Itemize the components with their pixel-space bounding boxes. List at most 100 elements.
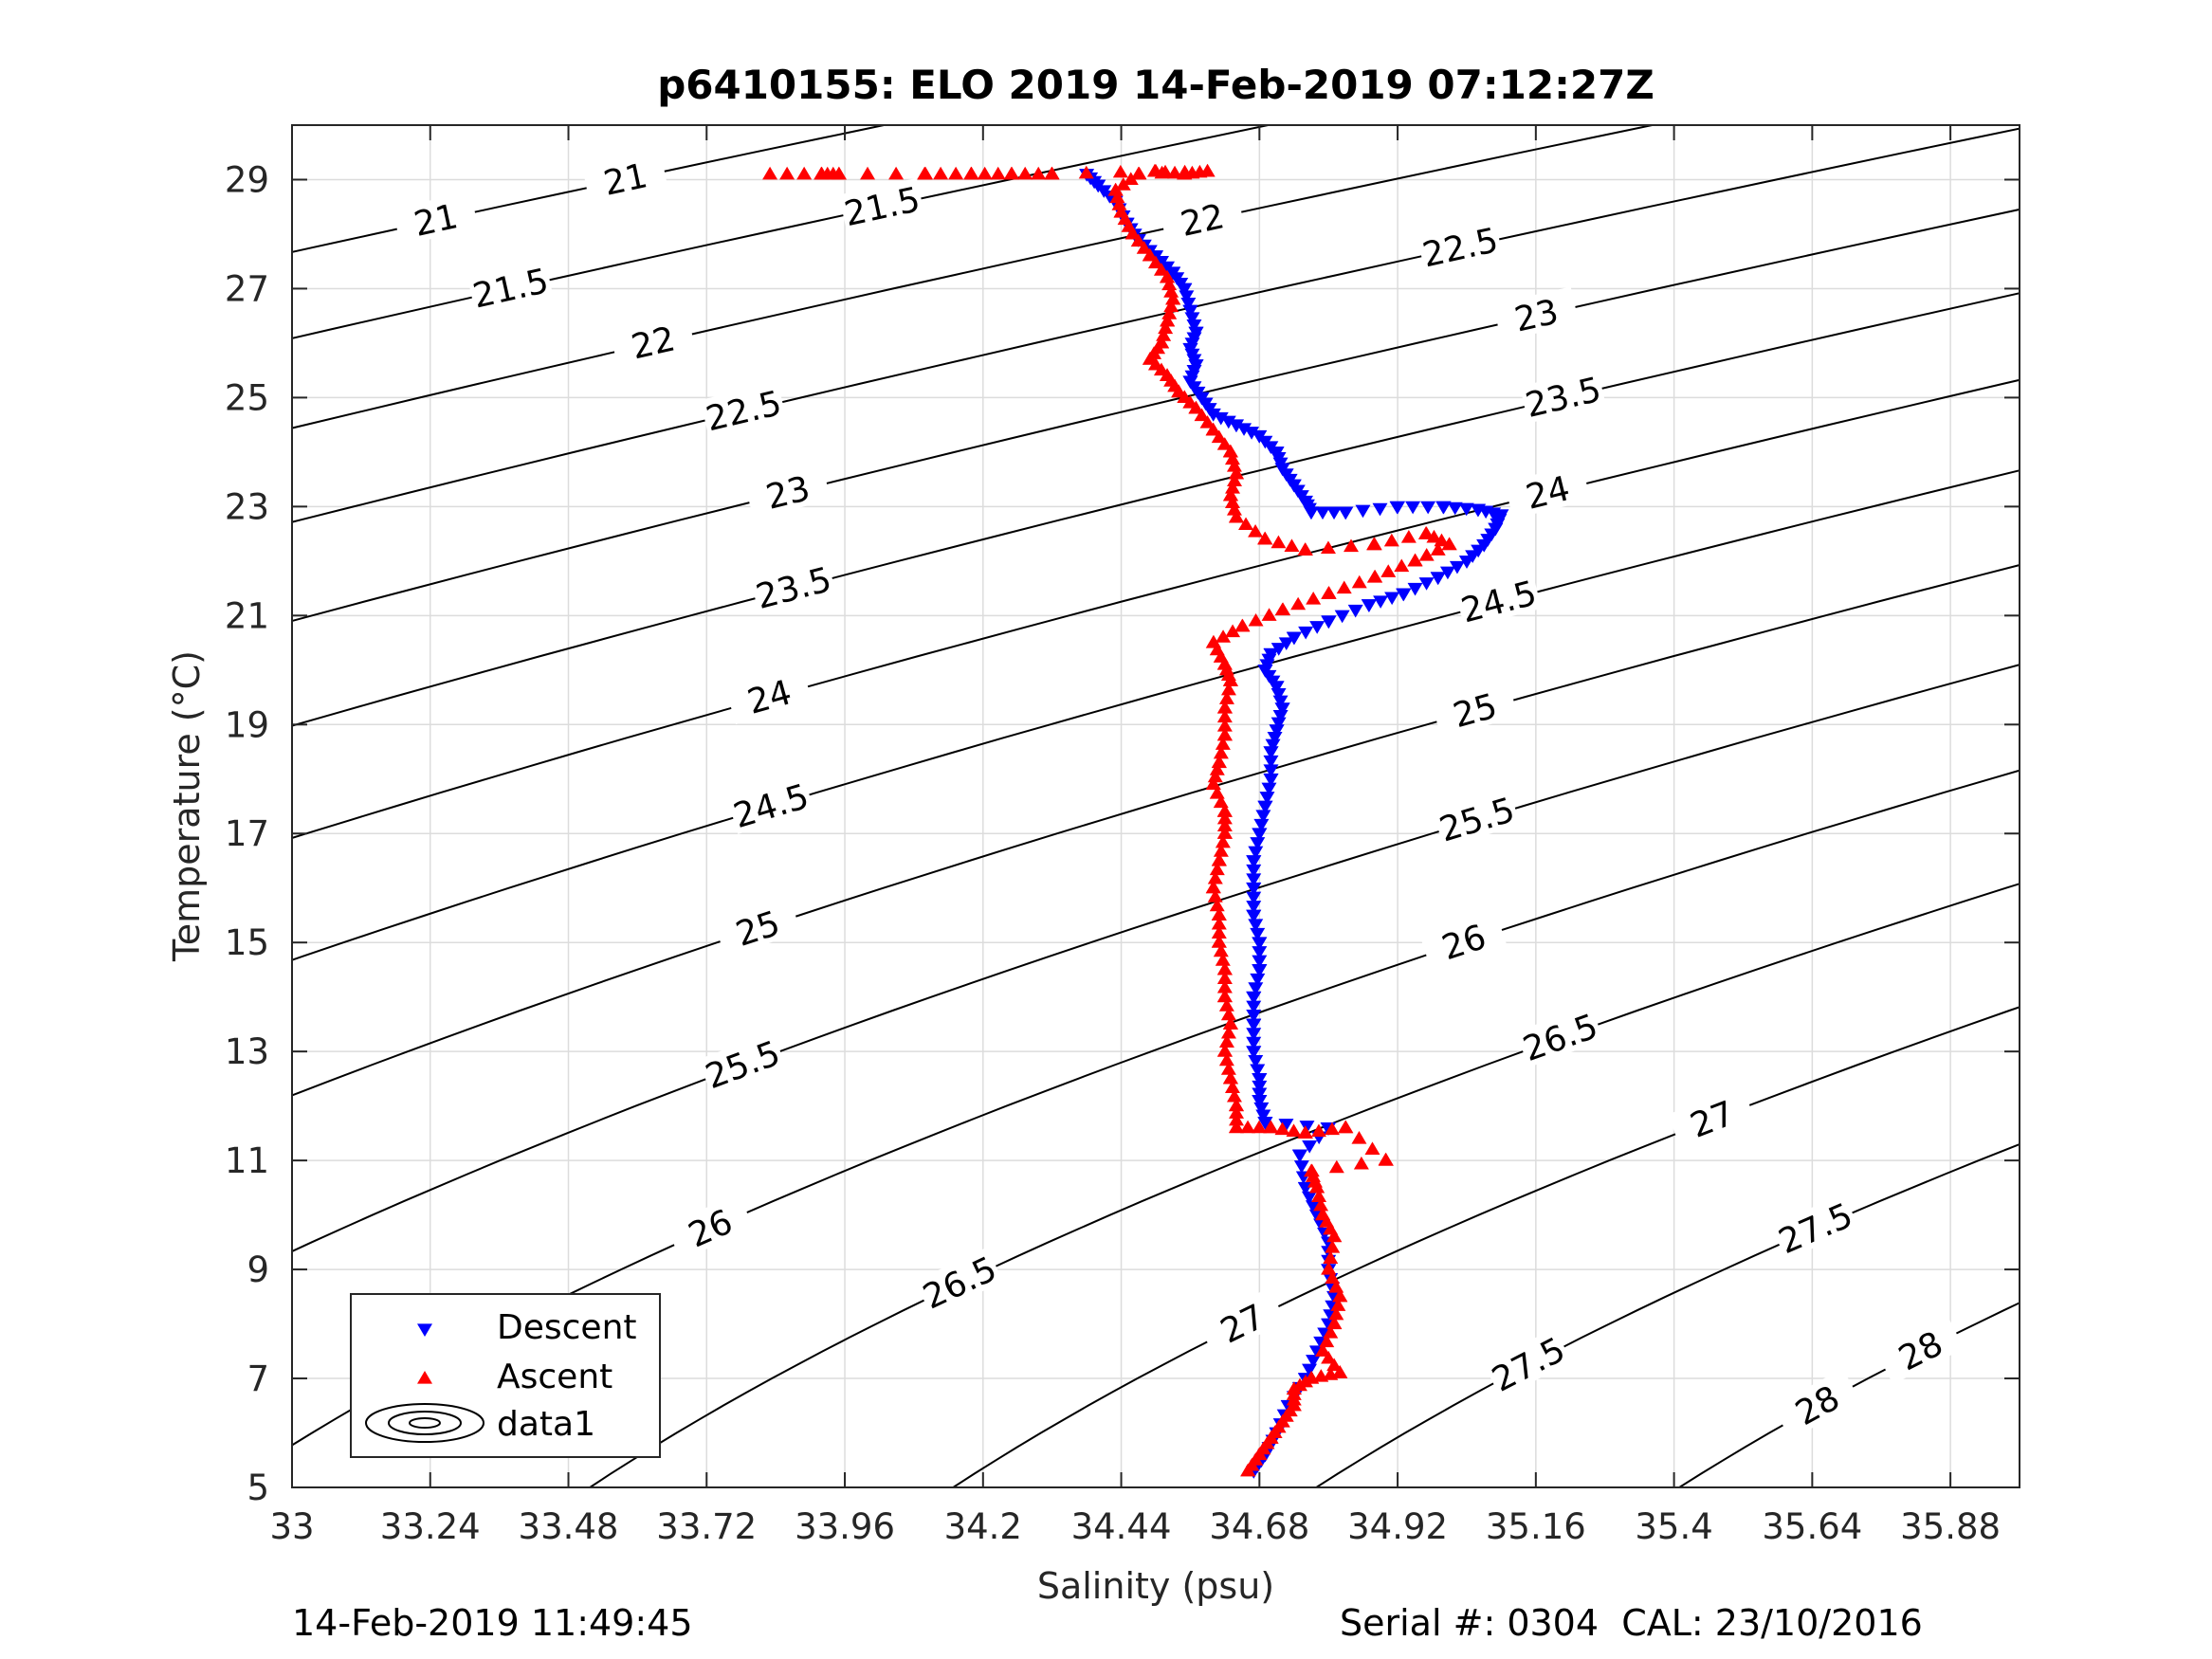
descent-point — [1263, 746, 1279, 760]
x-tick-label: 33.72 — [656, 1506, 757, 1547]
descent-point — [1347, 604, 1363, 618]
contour-label-bg — [1772, 1368, 1861, 1440]
ascent-point — [1290, 596, 1307, 611]
legend-box — [350, 1293, 661, 1458]
ascent-point — [1156, 328, 1172, 341]
ascent-point — [1142, 247, 1158, 262]
descent-point — [1246, 855, 1262, 868]
descent-point — [1373, 595, 1389, 609]
legend-contour-icon — [365, 1403, 484, 1443]
density-contour-line — [292, 292, 2020, 727]
y-tick-label: 27 — [225, 268, 269, 309]
ascent-point — [1211, 935, 1227, 948]
ascent-point — [1240, 1463, 1256, 1477]
ascent-point — [1407, 553, 1423, 567]
descent-point — [1430, 572, 1446, 586]
descent-point — [1248, 1055, 1264, 1068]
density-contours: 212121.521.5222222.522.5232323.523.52424… — [292, 125, 2020, 1487]
descent-point — [1286, 631, 1302, 646]
contour-label-bg — [725, 666, 813, 725]
ascent-point — [1323, 1250, 1339, 1264]
descent-point — [1299, 1121, 1315, 1134]
ascent-point — [1326, 1229, 1343, 1243]
contour-label-bg — [726, 775, 814, 834]
chart-title: p6410155: ELO 2019 14-Feb-2019 07:12:27Z — [657, 62, 1654, 108]
descent-point — [1177, 283, 1193, 297]
ascent-point — [1383, 533, 1399, 547]
ascent-point — [1209, 862, 1225, 876]
contour-label-bg — [1492, 286, 1580, 341]
contour-label-bg — [1433, 788, 1521, 848]
descent-point — [1405, 501, 1421, 515]
ascent-point — [1364, 1141, 1380, 1155]
plot-area — [292, 125, 2020, 1487]
ascent-point — [1215, 953, 1231, 966]
contour-label-bg — [1519, 368, 1606, 424]
ascent-point — [1338, 1120, 1354, 1134]
legend-descent-marker — [417, 1323, 432, 1337]
y-tick-label: 17 — [225, 813, 269, 854]
density-contour-line — [292, 125, 1273, 339]
descent-point — [1253, 818, 1270, 832]
descent-point — [1184, 312, 1200, 326]
ascent-point — [1351, 574, 1367, 589]
descent-point — [1246, 1000, 1262, 1014]
ascent-point — [1216, 437, 1233, 450]
ascent-point — [1211, 755, 1227, 769]
ascent-point — [1336, 580, 1352, 594]
ascent-point — [1222, 1070, 1238, 1085]
ascent-point — [1226, 502, 1242, 516]
ascent-point — [1330, 1298, 1346, 1311]
contour-label-bg — [698, 1031, 787, 1096]
descent-point — [1205, 409, 1221, 422]
descent-point — [1261, 782, 1277, 796]
ascent-point — [1216, 1044, 1233, 1057]
x-tick-label: 34.92 — [1347, 1506, 1448, 1547]
ascent-point — [1211, 852, 1227, 866]
descent-point — [1272, 695, 1289, 709]
x-tick-labels: 33 33.24 33.48 33.72 33.96 34.2 34.44 34.68 34.9… — [269, 1506, 2001, 1547]
y-tick-labels: 5 7 9 11 13 15 17 19 21 23 25 27 29 — [225, 159, 269, 1508]
legend-descent-label: Descent — [497, 1308, 637, 1347]
contour-label-bg — [700, 381, 787, 437]
ascent-point — [1248, 524, 1264, 538]
x-tick-label: 34.2 — [944, 1506, 1022, 1547]
ascent-point — [1366, 570, 1382, 583]
ascent-point — [1222, 487, 1238, 501]
descent-point — [1390, 501, 1406, 515]
ascent-point — [1115, 177, 1131, 191]
ascent-point — [1332, 1365, 1348, 1378]
contour-label-bg — [1875, 1314, 1965, 1385]
ascent-point — [1274, 602, 1290, 616]
ascent-point — [1216, 709, 1233, 723]
ascent-point — [1366, 537, 1382, 551]
ascent-series — [762, 163, 1457, 1477]
y-tick-label: 9 — [247, 1249, 269, 1290]
contour-label-bg — [1419, 910, 1508, 972]
ascent-point — [1213, 745, 1229, 759]
ascent-point — [1328, 1306, 1344, 1321]
ascent-point — [1220, 1062, 1236, 1075]
ascent-point — [1163, 284, 1179, 298]
descent-point — [1250, 1064, 1266, 1078]
descent-point — [1272, 710, 1289, 723]
descent-point — [1265, 738, 1281, 753]
descent-point — [1384, 592, 1400, 606]
y-tick-label: 29 — [225, 159, 269, 200]
ascent-point — [762, 166, 778, 180]
ascent-point — [1257, 531, 1273, 545]
descent-point — [1246, 873, 1262, 886]
ascent-point — [1229, 509, 1245, 523]
descent-point — [1271, 688, 1287, 702]
ascent-point — [1220, 1025, 1236, 1039]
descent-point — [1301, 1191, 1317, 1205]
ascent-point — [888, 166, 905, 180]
descent-point — [1246, 1046, 1262, 1060]
descent-point — [1278, 1119, 1294, 1132]
contour-label-bg — [1504, 463, 1591, 520]
ascent-point — [1213, 943, 1229, 957]
descent-point — [1252, 1087, 1268, 1102]
footer-timestamp: 14-Feb-2019 11:49:45 — [292, 1602, 693, 1644]
ascent-point — [1209, 762, 1225, 775]
plot-frame — [291, 124, 2020, 1488]
